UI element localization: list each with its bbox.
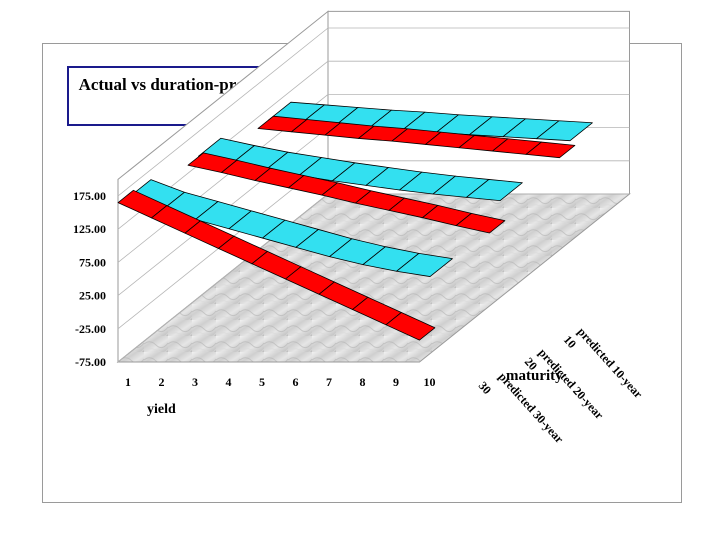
depth-axis-label: maturity [506,368,563,384]
ribbon-segment [536,120,593,142]
x-tick-label: 8 [360,375,366,389]
ribbon-segment [525,141,576,159]
x-tick-label: 4 [226,375,232,389]
ribbon-segment [396,252,453,277]
gridline [117,27,630,197]
y-tick-label: 175.00 [73,189,106,203]
x-tick-label: 5 [259,375,265,389]
x-tick-label: 1 [125,375,131,389]
x-tick-label: 7 [326,375,332,389]
series-predicted-10-year [257,115,576,159]
gridline [117,60,630,230]
y-tick-label: -75.00 [75,355,106,369]
depth-tick-label: 30 [476,379,494,397]
series-actual-20-year [198,137,523,202]
series-predicted-20-year [187,152,506,234]
x-axis: 1 2 3 4 5 6 7 8 9 10 [125,375,436,389]
ribbon-segment [466,179,523,202]
series-actual-10-year [268,101,593,142]
y-tick-label: 75.00 [79,255,106,269]
y-tick-label: -25.00 [75,322,106,336]
x-tick-label: 9 [393,375,399,389]
x-tick-label: 6 [293,375,299,389]
series-predicted-30-year [117,189,436,341]
chart-series [117,101,593,341]
ribbon-segment [455,212,506,234]
y-axis: 175.00 125.00 75.00 25.00 -25.00 -75.00 [73,189,106,369]
ribbon-segment [385,312,436,341]
y-tick-label: 25.00 [79,289,106,303]
x-tick-label: 2 [159,375,165,389]
x-tick-label: 3 [192,375,198,389]
y-tick-label: 125.00 [73,222,106,236]
series-actual-30-year [128,179,453,277]
x-tick-label: 10 [424,375,436,389]
x-axis-label: yield [147,402,176,417]
